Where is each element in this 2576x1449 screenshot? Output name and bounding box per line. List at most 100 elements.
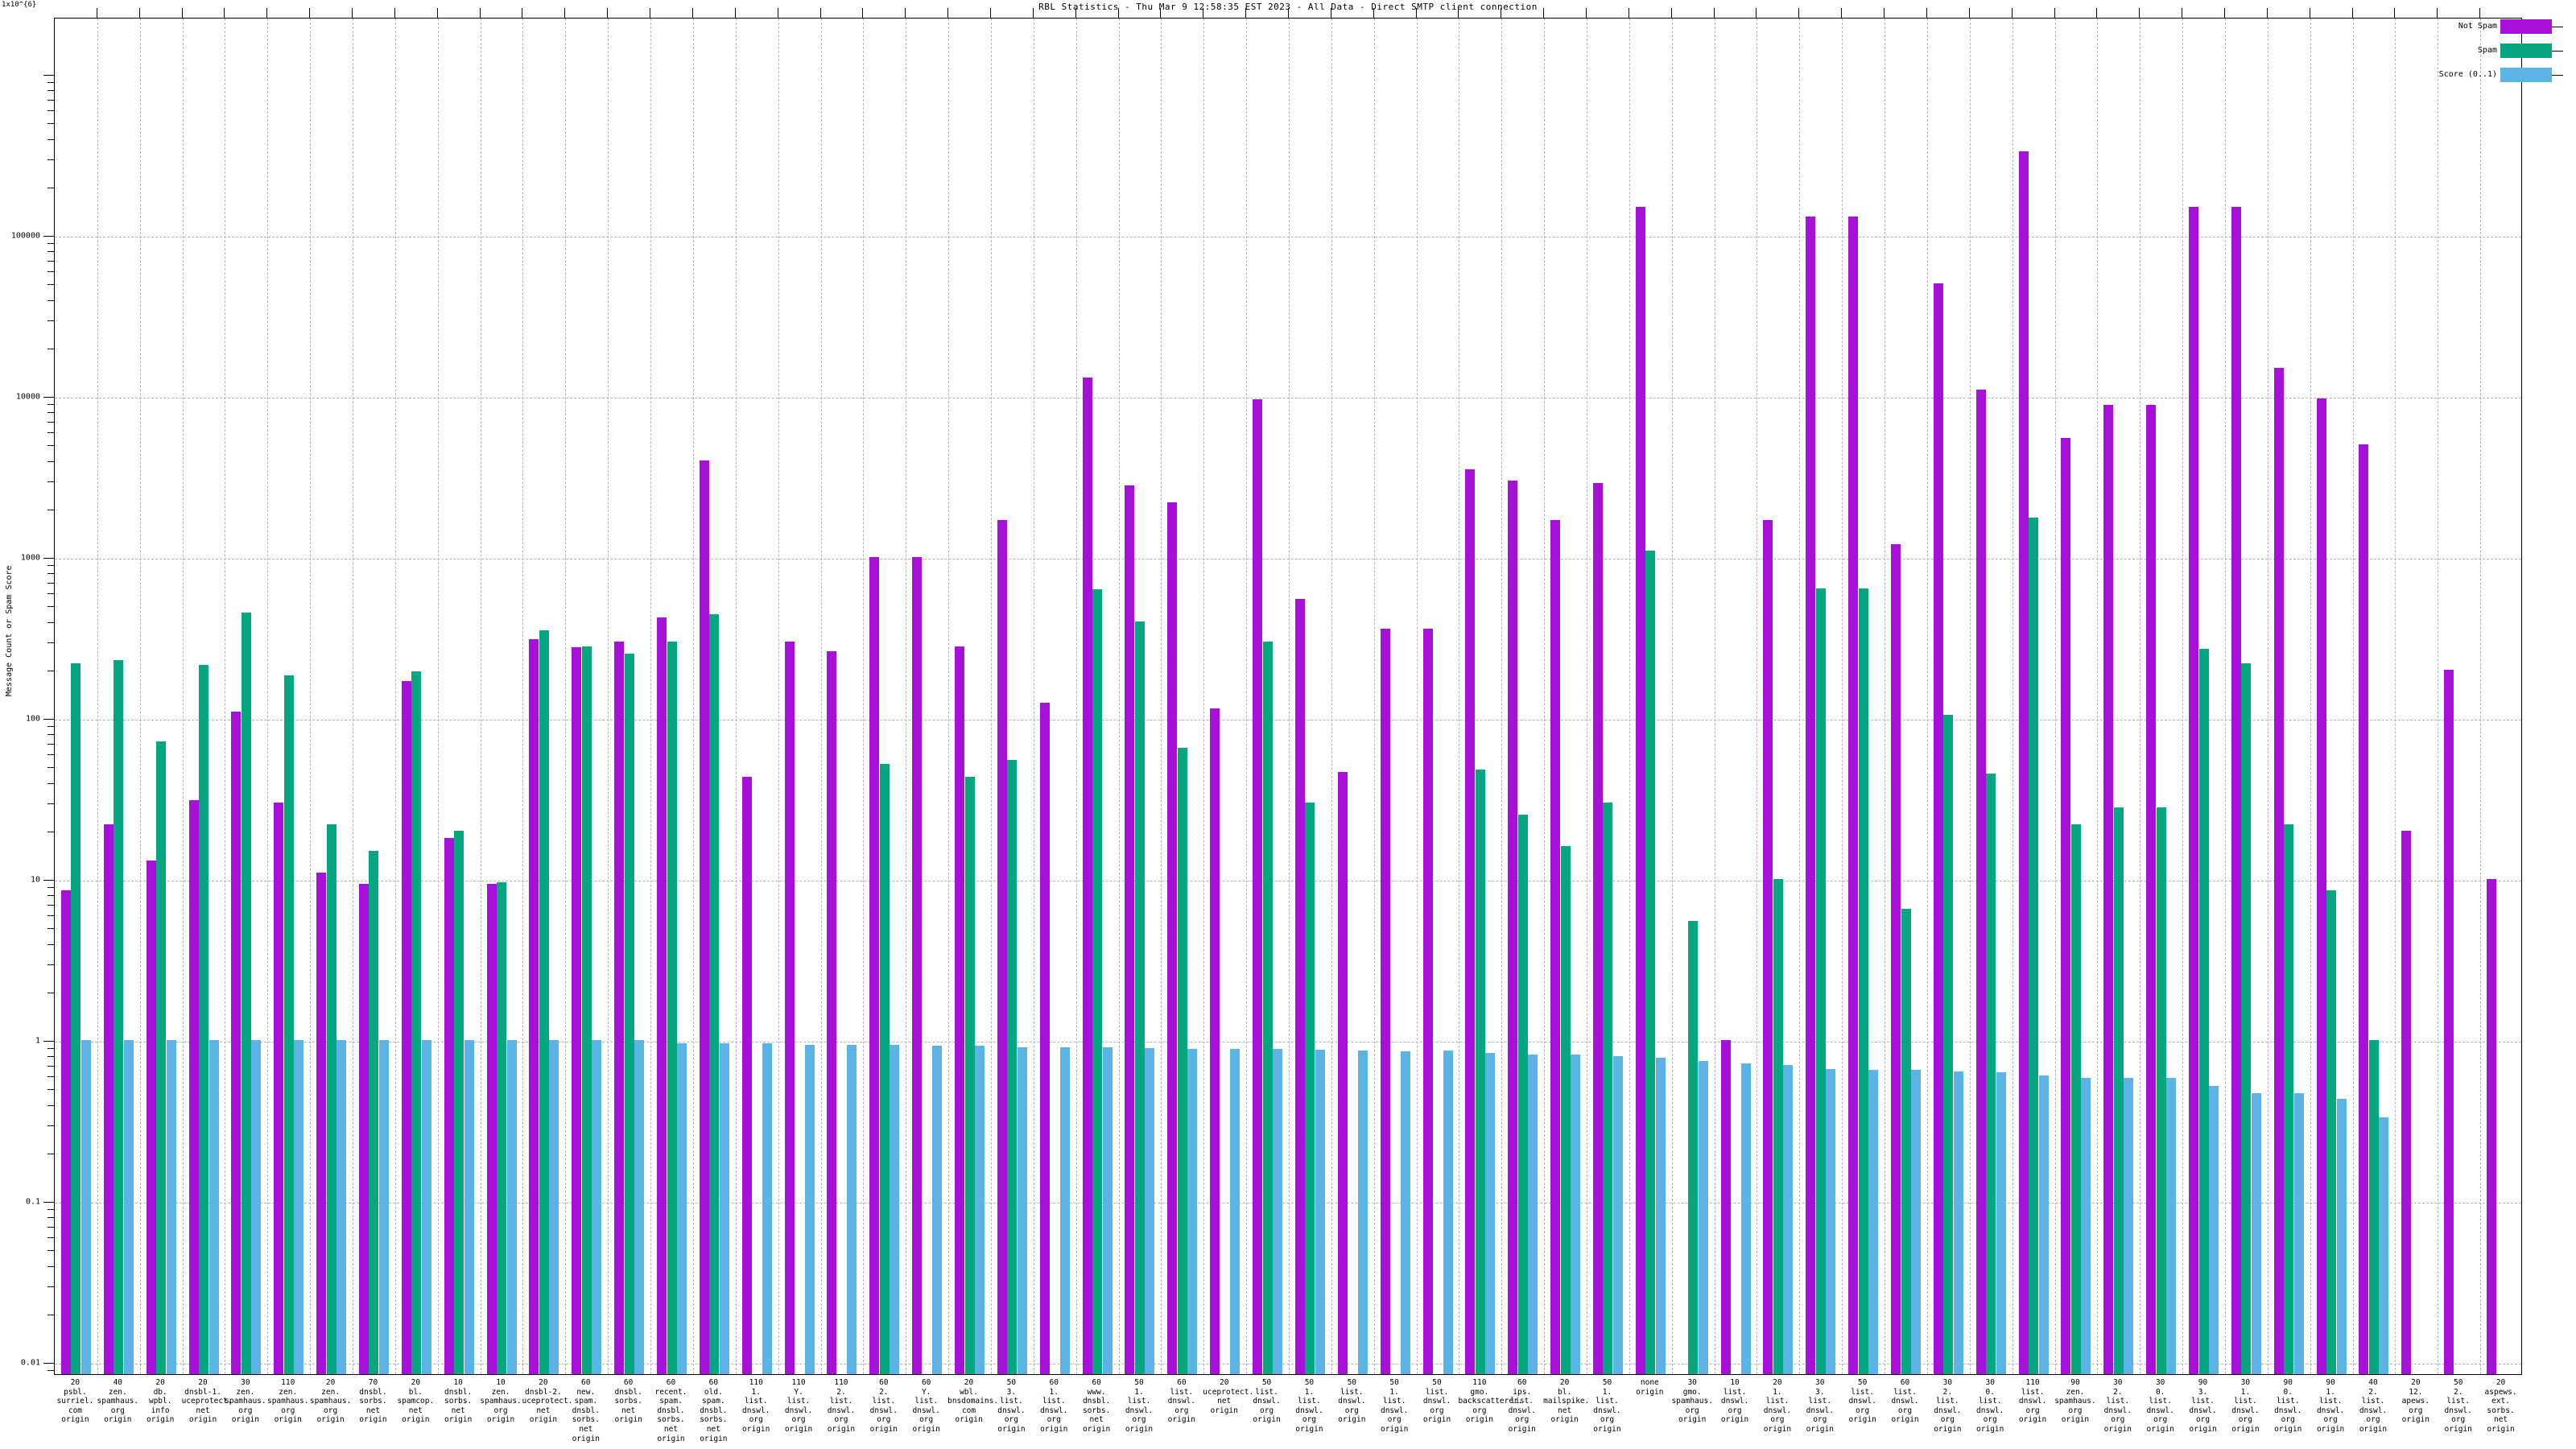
bar-spam	[2326, 890, 2337, 1374]
y-tick-major	[43, 719, 54, 720]
legend-label-score: Score (0..1)	[2438, 70, 2497, 79]
gridline-vertical	[565, 19, 567, 1374]
x-label-suffix: origin	[1210, 1406, 1238, 1415]
bar-not-spam	[103, 824, 114, 1374]
y-tick-minor	[47, 582, 54, 584]
bar-spam	[2070, 824, 2081, 1374]
x-axis-label: 10 zen. spamhaus. org origin	[480, 1378, 522, 1425]
y-tick-minor	[47, 445, 54, 447]
y-tick-minor	[47, 565, 54, 567]
gridline-vertical	[1331, 19, 1332, 1374]
x-label-domain-part: org	[877, 1415, 891, 1425]
x-tick-top	[1713, 8, 1715, 18]
x-axis-label: 60 recent. spam. dnsbl. sorbs. net origin	[650, 1378, 692, 1443]
bar-not-spam	[1975, 389, 1986, 1374]
y-tick-minor	[47, 593, 54, 595]
x-tick-top	[1415, 8, 1417, 18]
y-tick-minor	[47, 782, 54, 784]
x-label-score: 10	[1730, 1378, 1740, 1387]
x-label-domain-part: org	[1856, 1406, 1870, 1415]
x-label-domain-part: dnswl.	[2018, 1397, 2047, 1406]
y-tick-label: 100000	[10, 231, 40, 241]
y-tick-label: 0.1	[25, 1197, 40, 1207]
x-axis-label: 50 1. list. dnswl. org origin	[1118, 1378, 1161, 1435]
x-label-suffix: origin	[1593, 1424, 1621, 1434]
x-axis-label: 20 uceprotect. net origin	[1203, 1378, 1253, 1415]
gridline-vertical	[1373, 19, 1375, 1374]
x-label-domain-part: uceprotect.	[522, 1397, 573, 1406]
x-label-suffix: origin	[1550, 1415, 1579, 1425]
x-label-domain-part: 0.	[2155, 1387, 2165, 1397]
bar-not-spam	[529, 638, 539, 1374]
bar-score	[1868, 1070, 1879, 1374]
x-label-score: 30	[2113, 1378, 2123, 1387]
x-label-domain-part: list.	[1851, 1387, 1874, 1397]
x-tick-top	[352, 8, 353, 18]
x-axis-label: 30 2. list. dnswl. org origin	[1926, 1378, 1969, 1435]
gridline-vertical	[97, 19, 98, 1374]
bar-score	[549, 1040, 559, 1374]
x-label-domain-part: zen.	[321, 1387, 341, 1397]
x-tick-top	[905, 8, 906, 18]
x-axis-label: 50 list. dnswl. org origin	[1416, 1378, 1459, 1425]
gridline-vertical	[2224, 19, 2226, 1374]
x-label-domain-part: apews.	[2401, 1397, 2429, 1406]
x-tick-top	[394, 8, 395, 18]
bar-score	[1230, 1049, 1241, 1374]
x-axis-label: 20 psbl. surriel. com origin	[54, 1378, 97, 1425]
x-label-domain-part: dnswl.	[1253, 1397, 1281, 1406]
x-label-suffix: origin	[2316, 1424, 2345, 1434]
x-label-domain-part: 1.	[2240, 1387, 2251, 1397]
x-label-domain-part: org	[2451, 1415, 2466, 1425]
bar-score	[166, 1040, 176, 1374]
bar-score	[1612, 1056, 1623, 1374]
x-label-score: 50	[1857, 1378, 1868, 1387]
legend-swatch-score	[2500, 68, 2552, 82]
x-label-domain-part: net	[2493, 1415, 2508, 1425]
x-label-domain-part: dnswl.	[1167, 1397, 1195, 1406]
gridline-vertical	[948, 19, 950, 1374]
x-axis-label: 20 dnsbl-1. uceprotect. net origin	[182, 1378, 233, 1425]
legend: Not Spam Spam Score (0..1)	[2376, 19, 2570, 92]
x-tick-top	[224, 8, 225, 18]
x-label-domain-part: zen.	[236, 1387, 255, 1397]
bar-score	[1571, 1055, 1581, 1374]
bar-not-spam	[955, 646, 965, 1374]
bar-spam	[411, 671, 422, 1374]
x-label-domain-part: gmo.	[1682, 1387, 1702, 1397]
y-tick-minor	[47, 90, 54, 92]
bar-not-spam	[614, 641, 625, 1374]
x-label-domain-part: org	[1770, 1415, 1785, 1425]
x-label-domain-part: wpbl.	[148, 1397, 172, 1406]
x-axis-label: 20 dnsbl-2. uceprotect. net origin	[522, 1378, 573, 1425]
plot-area	[54, 18, 2522, 1375]
x-axis-label: 110 gmo. backscatterer. org origin	[1458, 1378, 1522, 1425]
x-label-domain-part: dnsbl.	[1082, 1397, 1111, 1406]
y-tick-major	[43, 1202, 54, 1203]
x-label-domain-part: org	[1344, 1406, 1359, 1415]
gridline-vertical	[2097, 19, 2099, 1374]
legend-label-spam: Spam	[2477, 46, 2497, 55]
bar-spam	[241, 613, 251, 1374]
bar-not-spam	[2316, 398, 2326, 1374]
bar-not-spam	[1806, 217, 1816, 1374]
y-axis: 1x10^{6} Message Count or Spam Score 100…	[0, 0, 54, 1449]
bar-score	[464, 1040, 474, 1374]
y-tick-minor	[47, 642, 54, 643]
x-label-suffix: origin	[700, 1434, 728, 1443]
gridline-vertical	[1926, 19, 1928, 1374]
bar-not-spam	[1933, 283, 1943, 1374]
x-label-domain-part: bl.	[408, 1387, 423, 1397]
x-label-score: 60	[708, 1378, 719, 1387]
bar-spam	[1603, 802, 1613, 1374]
x-label-domain-part: list.	[1596, 1397, 1619, 1406]
bar-score	[1953, 1071, 1963, 1374]
x-label-domain-part: list.	[1808, 1397, 1832, 1406]
bar-score	[762, 1043, 772, 1374]
x-label-domain-part: org	[2153, 1415, 2168, 1425]
x-label-score: 50	[1304, 1378, 1315, 1387]
bar-not-spam	[1039, 702, 1050, 1374]
x-label-suffix: origin	[1295, 1424, 1323, 1434]
x-axis-label: none origin	[1629, 1378, 1671, 1397]
y-tick-minor	[47, 1048, 54, 1050]
